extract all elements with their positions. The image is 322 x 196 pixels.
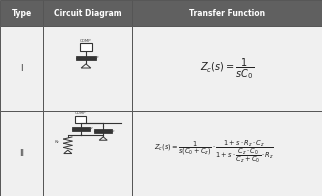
Bar (43, 26, 132, 111)
Bar (43, 111, 132, 196)
Text: II: II (19, 149, 24, 158)
Text: $R_z$: $R_z$ (54, 138, 61, 146)
Bar (0, 26, 43, 111)
Bar (43, 0, 132, 26)
Bar (132, 0, 322, 26)
Text: Type: Type (12, 9, 32, 18)
Text: $c_c$: $c_c$ (109, 128, 116, 135)
Bar (132, 111, 322, 196)
Bar (0, 111, 43, 196)
Text: I: I (21, 64, 23, 73)
Bar (132, 26, 322, 111)
Text: $c_c$: $c_c$ (94, 54, 100, 61)
Bar (75, 116, 86, 122)
Text: COMP: COMP (80, 39, 92, 43)
Text: $Z_c(s)=\dfrac{1}{s(C_0+C_z)}\cdot\dfrac{1+s\cdot R_z\cdot C_z}{1+s\cdot\dfrac{C: $Z_c(s)=\dfrac{1}{s(C_0+C_z)}\cdot\dfrac… (154, 138, 274, 165)
Text: Circuit Diagram: Circuit Diagram (54, 9, 122, 18)
Text: $Z_c(s)=\dfrac{1}{sC_0}$: $Z_c(s)=\dfrac{1}{sC_0}$ (200, 56, 254, 81)
Text: $c_z$: $c_z$ (88, 126, 94, 132)
Bar (80, 43, 92, 51)
Bar (0, 0, 43, 26)
Text: Transfer Function: Transfer Function (189, 9, 265, 18)
Text: COMP: COMP (75, 111, 87, 115)
